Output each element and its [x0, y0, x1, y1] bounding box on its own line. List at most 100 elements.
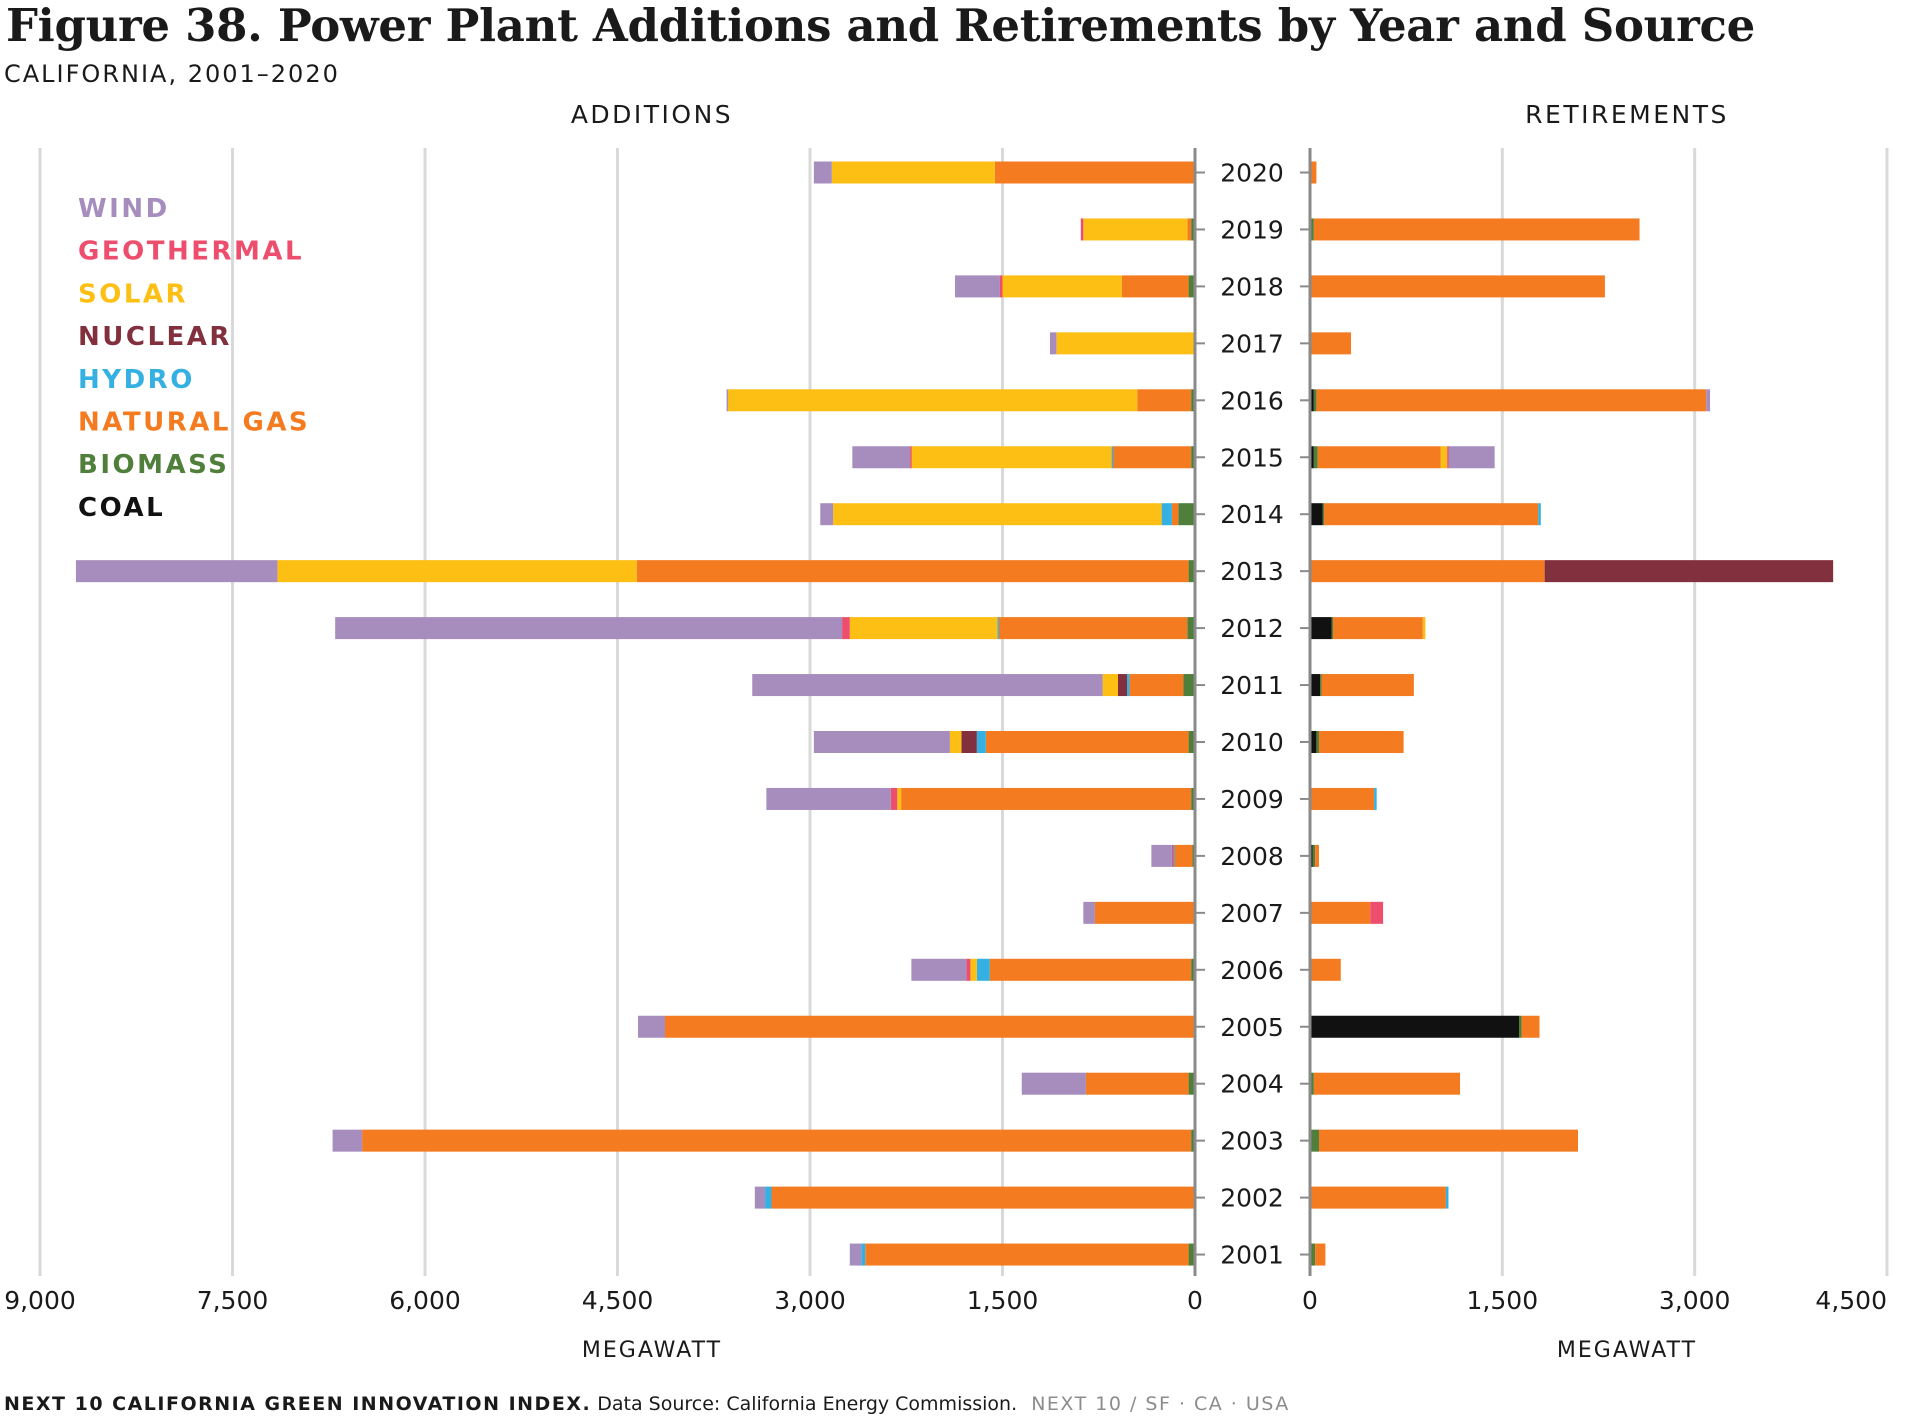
bar-additions-2005-wind [638, 1015, 665, 1038]
bar-retirements-2011-natural-gas [1321, 674, 1414, 697]
bar-additions-2012-hydro [997, 617, 999, 640]
bar-retirements-2015-solar [1440, 446, 1448, 469]
year-label-2001: 2001 [1220, 1241, 1284, 1270]
bar-additions-2004-wind [1021, 1072, 1086, 1095]
bar-additions-2006-solar [970, 958, 977, 981]
bar-additions-2003-biomass [1191, 1129, 1195, 1152]
bar-additions-2009-biomass [1191, 787, 1195, 810]
year-label-2020: 2020 [1220, 159, 1284, 188]
bar-retirements-2010-natural-gas [1318, 731, 1404, 753]
bar-retirements-2019-natural-gas [1313, 218, 1640, 241]
bar-additions-2011-solar [1102, 674, 1118, 697]
bar-additions-2015-wind [852, 446, 911, 469]
bar-retirements-2012-biomass [1331, 617, 1334, 640]
tick-label-retirements-1500: 1,500 [1467, 1286, 1539, 1315]
tick-label-additions-3000: 3,000 [774, 1286, 846, 1315]
bar-retirements-2012-natural-gas [1333, 617, 1423, 640]
bar-additions-2008-geothermal [1171, 844, 1174, 867]
bar-additions-2007-natural-gas [1094, 901, 1194, 924]
bar-additions-2013-natural-gas [636, 560, 1189, 583]
bar-additions-2010-hydro [976, 731, 986, 753]
bar-retirements-2014-natural-gas [1324, 503, 1539, 526]
year-label-2007: 2007 [1220, 899, 1284, 928]
bar-additions-2017-wind [1049, 332, 1057, 355]
year-label-2019: 2019 [1220, 215, 1284, 244]
bar-additions-2007-wind [1083, 901, 1095, 924]
bar-additions-2013-solar [277, 560, 637, 583]
bar-additions-2019-solar [1083, 218, 1188, 241]
xlabel-retirements: MEGAWATT [1557, 1338, 1697, 1363]
year-label-2003: 2003 [1220, 1127, 1284, 1156]
year-label-2005: 2005 [1220, 1013, 1284, 1042]
bar-additions-2014-solar [833, 503, 1162, 526]
bar-additions-2018-geothermal [999, 275, 1003, 298]
bar-additions-2015-hydro [1111, 446, 1114, 469]
bar-additions-2009-solar [897, 787, 902, 810]
year-label-2008: 2008 [1220, 842, 1284, 871]
bar-additions-2016-biomass [1191, 389, 1195, 412]
bar-retirements-2015-geothermal [1447, 446, 1449, 469]
bar-additions-2002-wind [754, 1186, 766, 1209]
bar-additions-2014-biomass [1178, 503, 1195, 526]
bar-retirements-2002-natural-gas [1310, 1186, 1446, 1209]
year-label-2009: 2009 [1220, 785, 1284, 814]
bar-additions-2010-solar [949, 731, 962, 753]
year-label-2006: 2006 [1220, 956, 1284, 985]
tick-label-retirements-0: 0 [1302, 1286, 1318, 1315]
bar-retirements-2001-natural-gas [1315, 1243, 1326, 1266]
bar-additions-2018-biomass [1188, 275, 1195, 298]
bar-additions-2014-wind [820, 503, 834, 526]
bar-retirements-2018-natural-gas [1310, 275, 1605, 298]
bar-retirements-2010-biomass [1316, 731, 1319, 753]
footer-brand: NEXT 10 / SF · CA · USA [1031, 1393, 1290, 1415]
year-label-2011: 2011 [1220, 671, 1284, 700]
bar-retirements-2010-coal [1310, 731, 1317, 753]
bar-additions-2001-wind [849, 1243, 862, 1266]
bar-retirements-2012-solar [1422, 617, 1426, 640]
bar-additions-2010-biomass [1188, 731, 1195, 753]
panel-title-retirements: RETIREMENTS [1525, 100, 1729, 129]
bar-retirements-2006-natural-gas [1310, 958, 1341, 981]
bar-additions-2011-hydro [1126, 674, 1130, 697]
bar-additions-2009-geothermal [890, 787, 898, 810]
footer: NEXT 10 CALIFORNIA GREEN INNOVATION INDE… [4, 1393, 1290, 1415]
year-label-2004: 2004 [1220, 1070, 1284, 1099]
bar-additions-2014-natural-gas [1171, 503, 1179, 526]
bar-retirements-2016-biomass [1313, 389, 1317, 412]
bar-retirements-2013-nuclear [1544, 560, 1834, 583]
legend-entry-nuclear: NUCLEAR [78, 322, 232, 352]
bar-additions-2013-wind [75, 560, 278, 583]
bar-additions-2018-wind [955, 275, 1000, 298]
bar-retirements-2013-natural-gas [1310, 560, 1545, 583]
bar-retirements-2019-biomass [1310, 218, 1314, 241]
chart-title: Figure 38. Power Plant Additions and Ret… [6, 0, 1755, 52]
bar-additions-2004-biomass [1188, 1072, 1195, 1095]
legend-entry-hydro: HYDRO [78, 365, 195, 395]
bar-additions-2010-wind [813, 731, 950, 753]
tick-label-retirements-3000: 3,000 [1659, 1286, 1731, 1315]
bar-retirements-2008-biomass [1312, 844, 1316, 867]
footer-source: Data Source: California Energy Commissio… [597, 1393, 1018, 1415]
year-label-2016: 2016 [1220, 386, 1284, 415]
bar-additions-2020-solar [831, 161, 995, 184]
bar-additions-2011-nuclear [1118, 674, 1127, 697]
bar-retirements-2016-wind [1706, 389, 1711, 412]
bar-additions-2012-natural-gas [998, 617, 1188, 640]
bar-additions-2009-natural-gas [901, 787, 1192, 810]
year-label-2018: 2018 [1220, 272, 1284, 301]
tick-label-additions-1500: 1,500 [967, 1286, 1039, 1315]
bar-additions-2014-hydro [1161, 503, 1172, 526]
bar-additions-2012-geothermal [842, 617, 850, 640]
bar-additions-2001-biomass [1188, 1243, 1195, 1266]
panel-title-additions: ADDITIONS [571, 100, 733, 129]
bar-retirements-2008-natural-gas [1315, 844, 1319, 867]
bar-additions-2016-natural-gas [1137, 389, 1192, 412]
tick-label-additions-4500: 4,500 [582, 1286, 654, 1315]
tick-label-retirements-4500: 4,500 [1815, 1286, 1887, 1315]
bar-retirements-2002-hydro [1445, 1186, 1449, 1209]
bar-retirements-2003-biomass [1310, 1129, 1319, 1152]
bar-retirements-2005-biomass [1519, 1015, 1522, 1038]
bar-retirements-2011-biomass [1320, 674, 1322, 697]
bar-retirements-2004-biomass [1310, 1072, 1314, 1095]
